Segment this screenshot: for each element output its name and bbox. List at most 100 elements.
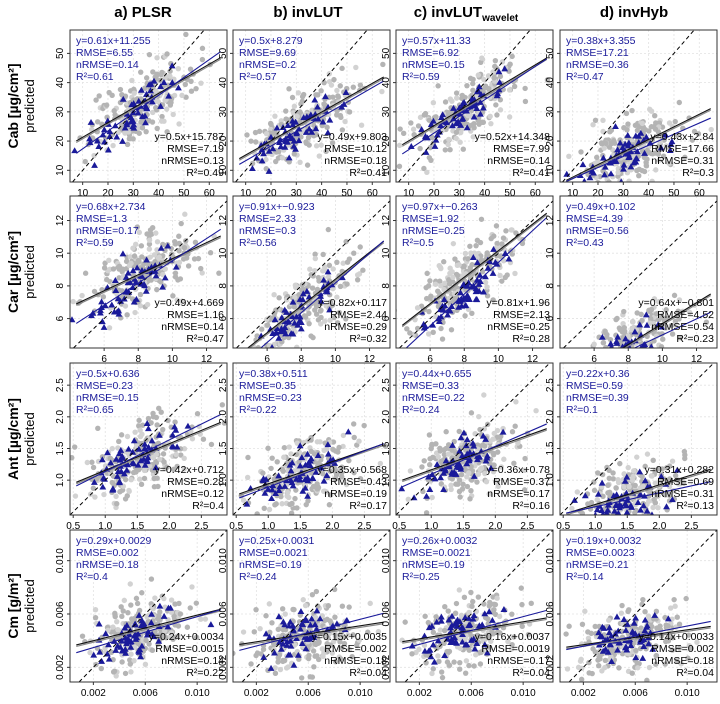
y-tick-label: 2.5 — [545, 378, 556, 392]
panel-r0-c2: 10 20 30 40 50 601020304050y=0.57x+11.33RMSE=… — [381, 29, 554, 199]
blue-triangle — [277, 328, 285, 335]
x-tick-label: 10 — [240, 188, 252, 199]
blue-triangle — [316, 615, 324, 622]
y-tick-label: 0.006 — [55, 601, 66, 626]
blue-triangle — [297, 325, 305, 332]
gray-point — [148, 420, 154, 426]
stats-blue-line: R²=0.25 — [402, 571, 440, 583]
y-tick-label: 2.0 — [218, 409, 229, 423]
blue-triangle — [269, 343, 275, 348]
gray-point — [286, 86, 292, 92]
gray-point — [467, 243, 473, 249]
gray-point — [669, 331, 676, 337]
gray-point — [121, 597, 128, 604]
gray-point — [273, 501, 279, 507]
gray-point — [494, 595, 500, 601]
gray-point — [578, 149, 584, 155]
gray-point — [453, 600, 460, 607]
gray-point — [605, 482, 611, 489]
regression-line-gray — [75, 58, 222, 143]
stats-black-line: y=0.24x+0.0034 — [149, 631, 224, 643]
blue-triangle — [150, 77, 158, 84]
gray-point — [326, 262, 333, 269]
gray-point — [499, 241, 505, 247]
gray-point — [334, 87, 340, 94]
row-3: Cm [g/m²]predictedDOGS = 770.0020.0060.0… — [5, 529, 718, 699]
gray-point — [122, 670, 129, 677]
y-tick-label: 30 — [55, 106, 66, 118]
blue-triangle — [269, 145, 277, 152]
y-tick-label: 1.0 — [545, 473, 556, 487]
plot-area — [563, 200, 717, 360]
gray-point — [469, 603, 475, 610]
gray-point — [491, 606, 497, 613]
blue-triangle — [320, 276, 328, 283]
gray-point — [257, 625, 263, 632]
gray-point — [304, 162, 311, 168]
x-tick-label: 40 — [479, 188, 491, 199]
gray-point — [339, 645, 345, 651]
y-tick-label: 20 — [55, 135, 66, 147]
blue-triangle — [673, 466, 681, 473]
gray-point — [489, 684, 494, 689]
gray-point — [167, 73, 173, 79]
gray-point — [119, 613, 125, 620]
gray-point — [441, 286, 447, 293]
stats-black-line: RMSE=0.0015 — [155, 643, 224, 655]
stats-blue-line: y=0.29x+0.0029 — [76, 535, 151, 547]
gray-point — [600, 493, 606, 500]
blue-triangle — [119, 454, 126, 461]
gray-point — [199, 56, 206, 63]
gray-point — [109, 445, 115, 452]
gray-point — [439, 336, 446, 342]
gray-point — [255, 345, 261, 348]
gray-point — [331, 464, 337, 471]
y-tick-label: 0.002 — [218, 654, 229, 679]
gray-point — [465, 256, 471, 262]
gray-point — [652, 126, 659, 132]
gray-point — [477, 661, 484, 667]
gray-point — [144, 231, 150, 237]
gray-point — [293, 487, 299, 493]
gray-point — [626, 483, 632, 490]
gray-point — [331, 76, 337, 83]
blue-triangle — [164, 623, 172, 630]
blue-triangle — [314, 452, 322, 458]
gray-point — [663, 307, 669, 313]
gray-point — [462, 313, 468, 319]
gray-point — [488, 120, 494, 127]
blue-triangle — [625, 139, 633, 146]
blue-triangle — [455, 461, 462, 468]
blue-triangle — [434, 637, 442, 644]
blue-triangle — [614, 333, 622, 340]
regression-line-black — [76, 421, 221, 483]
x-tick-label: 1.5 — [620, 521, 634, 532]
gray-point — [310, 334, 316, 341]
gray-point — [655, 505, 661, 511]
blue-triangle — [95, 620, 103, 627]
gray-point — [300, 597, 306, 603]
gray-point — [248, 138, 254, 144]
gray-point — [446, 295, 453, 302]
gray-point — [619, 355, 624, 360]
gray-point — [402, 619, 408, 625]
gray-point — [509, 53, 515, 60]
gray-point — [497, 272, 503, 279]
x-tick-label: 0.5 — [229, 521, 243, 532]
regression-line-blue — [401, 58, 548, 155]
blue-triangle — [157, 102, 165, 109]
gray-point — [475, 72, 482, 78]
blue-triangle — [484, 264, 492, 271]
blue-triangle — [421, 647, 429, 654]
gray-point — [310, 483, 317, 490]
gray-point — [308, 272, 314, 278]
blue-triangle — [267, 133, 275, 140]
gray-point — [470, 87, 476, 94]
y-tick-label: 0.006 — [381, 601, 392, 626]
gray-point — [595, 470, 601, 476]
blue-triangle — [438, 114, 445, 121]
blue-triangle — [457, 465, 465, 472]
